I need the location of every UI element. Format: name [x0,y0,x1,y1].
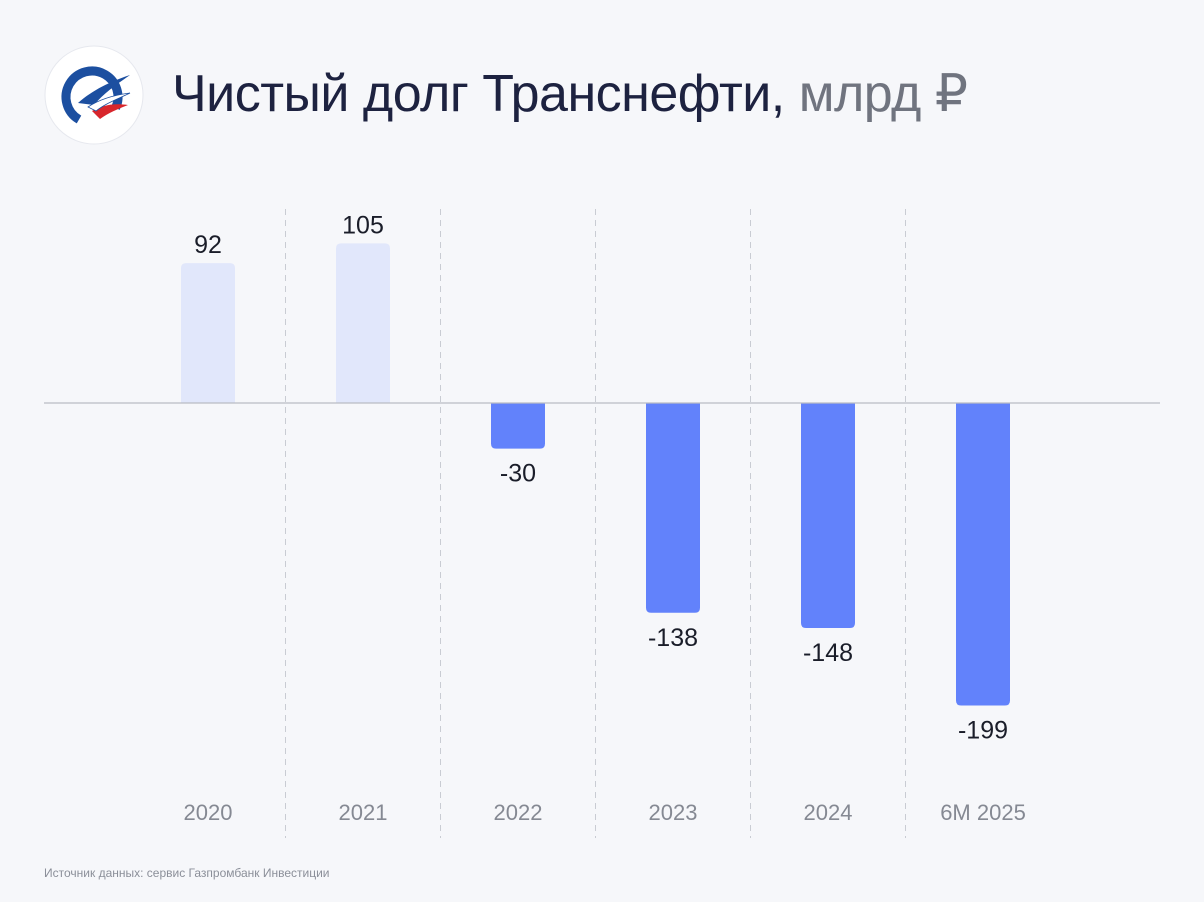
bar-2020 [181,263,235,403]
bar-2021 [336,243,390,403]
bar-2022 [491,403,545,449]
x-tick-label: 6M 2025 [940,800,1026,825]
data-label: 105 [342,211,384,239]
source-note: Источник данных: сервис Газпромбанк Инве… [44,866,330,880]
bar-2024 [801,403,855,628]
transneft-logo-icon [44,45,144,145]
data-label: 92 [194,231,222,259]
x-tick-label: 2024 [804,800,853,825]
bar-6m-2025 [956,403,1010,706]
data-label: -199 [958,716,1008,744]
bar-2023 [646,403,700,613]
data-label: -30 [500,460,536,488]
chart-unit: млрд ₽ [798,65,968,123]
data-label: -148 [803,639,853,667]
x-tick-label: 2020 [184,800,233,825]
page-title: Чистый долг Транснефти, млрд ₽ [172,62,968,126]
x-tick-label: 2023 [649,800,698,825]
x-tick-label: 2022 [494,800,543,825]
x-tick-label: 2021 [339,800,388,825]
data-label: -138 [648,624,698,652]
chart-title: Чистый долг Транснефти, [172,65,785,123]
